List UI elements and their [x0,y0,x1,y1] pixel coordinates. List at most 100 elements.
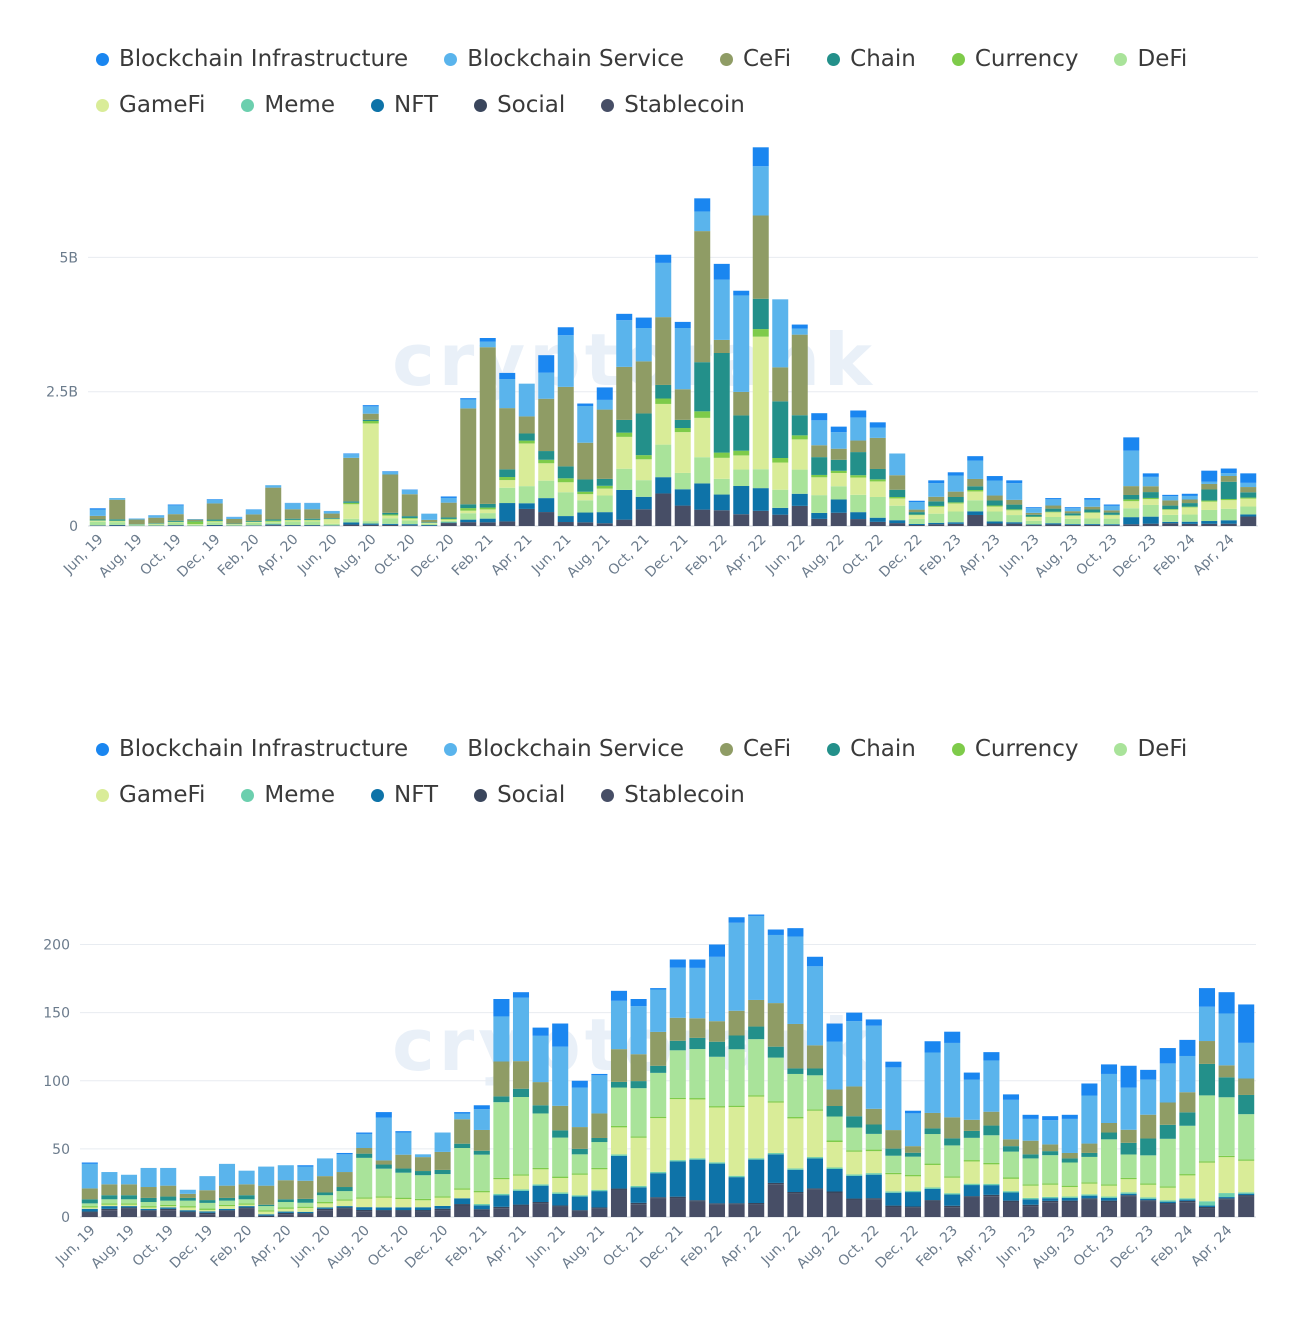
bar-segment-blockchain-service[interactable] [1218,1013,1235,1066]
bar-segment-gamefi[interactable] [748,1096,765,1159]
bar-segment-defi[interactable] [1181,514,1198,522]
bar-segment-currency[interactable] [440,518,457,520]
bar-segment-blockchain-service[interactable] [928,483,945,497]
bar-segment-blockchain-infrastructure[interactable] [1103,504,1120,506]
bar-segment-defi[interactable] [440,520,457,523]
bar-segment-stablecoin[interactable] [928,524,945,526]
bar-segment-chain[interactable] [674,419,691,429]
bar-segment-currency[interactable] [277,1207,294,1209]
bar-segment-gamefi[interactable] [1123,501,1140,509]
bar-segment-social[interactable] [689,1200,706,1202]
bar-segment-chain[interactable] [947,496,964,503]
bar-segment-blockchain-service[interactable] [635,328,652,362]
bar-segment-nft[interactable] [518,503,535,509]
bar-segment-chain[interactable] [336,1187,353,1192]
bar-segment-currency[interactable] [81,1206,98,1208]
bar-segment-chain[interactable] [869,468,886,480]
bar-segment-blockchain-infrastructure[interactable] [850,410,867,418]
bar-segment-cefi[interactable] [454,1119,471,1144]
bar-segment-chain[interactable] [284,518,301,520]
bar-segment-stablecoin[interactable] [767,1184,784,1217]
bar-segment-chain[interactable] [81,1199,98,1204]
legend-item-blockchain-infrastructure[interactable]: Blockchain Infrastructure [96,736,408,762]
bar-segment-currency[interactable] [1084,512,1101,513]
bar-segment-currency[interactable] [650,1116,667,1119]
bar-segment-nft[interactable] [963,1185,980,1197]
bar-segment-blockchain-service[interactable] [708,956,726,1022]
bar-segment-cefi[interactable] [830,448,847,460]
bar-segment-chain[interactable] [1045,508,1062,512]
bar-segment-gamefi[interactable] [650,1118,667,1172]
bar-segment-chain[interactable] [850,452,867,476]
bar-segment-blockchain-infrastructure[interactable] [1198,988,1216,1007]
bar-segment-blockchain-service[interactable] [538,372,555,399]
bar-segment-gamefi[interactable] [552,1178,569,1193]
bar-segment-chain[interactable] [811,457,828,475]
bar-segment-blockchain-service[interactable] [356,1133,373,1149]
bar-segment-blockchain-service[interactable] [421,513,438,520]
bar-segment-blockchain-infrastructure[interactable] [1042,1116,1059,1121]
bar-segment-gamefi[interactable] [454,1189,471,1199]
bar-segment-gamefi[interactable] [89,520,106,522]
bar-segment-gamefi[interactable] [787,1118,804,1169]
bar-segment-meme[interactable] [610,1154,628,1156]
bar-segment-blockchain-service[interactable] [101,1172,118,1185]
bar-segment-blockchain-service[interactable] [869,427,886,438]
bar-segment-blockchain-infrastructure[interactable] [1181,493,1198,496]
bar-segment-nft[interactable] [728,1177,745,1204]
bar-segment-gamefi[interactable] [889,498,906,506]
bar-segment-gamefi[interactable] [1159,1187,1176,1201]
bar-segment-blockchain-service[interactable] [924,1052,941,1113]
bar-segment-blockchain-service[interactable] [1025,508,1042,513]
bar-segment-gamefi[interactable] [336,1200,353,1207]
bar-segment-blockchain-service[interactable] [245,509,262,515]
bar-segment-blockchain-service[interactable] [1159,1063,1176,1103]
bar-segment-nft[interactable] [362,523,379,525]
legend-item-defi[interactable]: DeFi [1114,46,1187,72]
bar-segment-stablecoin[interactable] [512,1205,530,1217]
bar-segment-blockchain-service[interactable] [571,1087,588,1128]
bar-segment-blockchain-infrastructure[interactable] [787,928,804,937]
bar-segment-chain[interactable] [1084,509,1101,513]
bar-segment-defi[interactable] [885,1155,902,1173]
bar-segment-chain[interactable] [518,433,535,441]
bar-segment-chain[interactable] [479,503,496,508]
bar-segment-blockchain-infrastructure[interactable] [552,1023,569,1047]
bar-segment-blockchain-infrastructure[interactable] [655,254,672,263]
bar-segment-nft[interactable] [532,1185,549,1203]
bar-segment-cefi[interactable] [1100,1122,1118,1133]
bar-segment-chain[interactable] [655,384,672,399]
bar-segment-currency[interactable] [1181,506,1198,508]
bar-segment-currency[interactable] [846,1150,863,1152]
bar-segment-gamefi[interactable] [846,1151,863,1175]
bar-segment-stablecoin[interactable] [748,1204,765,1217]
bar-segment-cefi[interactable] [148,517,165,524]
bar-segment-social[interactable] [1081,1198,1098,1200]
bar-segment-gamefi[interactable] [928,506,945,514]
bar-segment-stablecoin[interactable] [1240,516,1257,526]
bar-segment-defi[interactable] [1100,1139,1118,1185]
bar-segment-cefi[interactable] [1045,505,1062,509]
bar-segment-blockchain-service[interactable] [440,497,457,503]
bar-segment-defi[interactable] [571,1154,588,1174]
bar-segment-currency[interactable] [238,1203,255,1205]
bar-segment-currency[interactable] [708,1106,726,1108]
bar-segment-gamefi[interactable] [557,482,574,493]
bar-segment-defi[interactable] [336,1191,353,1200]
bar-segment-defi[interactable] [1142,504,1159,517]
bar-segment-defi[interactable] [218,1200,236,1205]
bar-segment-cefi[interactable] [748,999,765,1027]
bar-segment-currency[interactable] [265,520,282,522]
bar-segment-cefi[interactable] [557,386,574,467]
bar-segment-stablecoin[interactable] [908,524,925,526]
bar-segment-currency[interactable] [382,514,399,516]
legend-item-currency[interactable]: Currency [951,736,1078,762]
bar-segment-nft[interactable] [1220,520,1237,524]
bar-segment-stablecoin[interactable] [806,1189,824,1217]
bar-segment-nft[interactable] [616,489,633,520]
bar-segment-defi[interactable] [382,518,399,524]
bar-segment-nft[interactable] [1006,522,1023,524]
bar-segment-stablecoin[interactable] [362,524,379,526]
bar-segment-chain[interactable] [316,1192,334,1196]
bar-segment-stablecoin[interactable] [454,1205,471,1218]
